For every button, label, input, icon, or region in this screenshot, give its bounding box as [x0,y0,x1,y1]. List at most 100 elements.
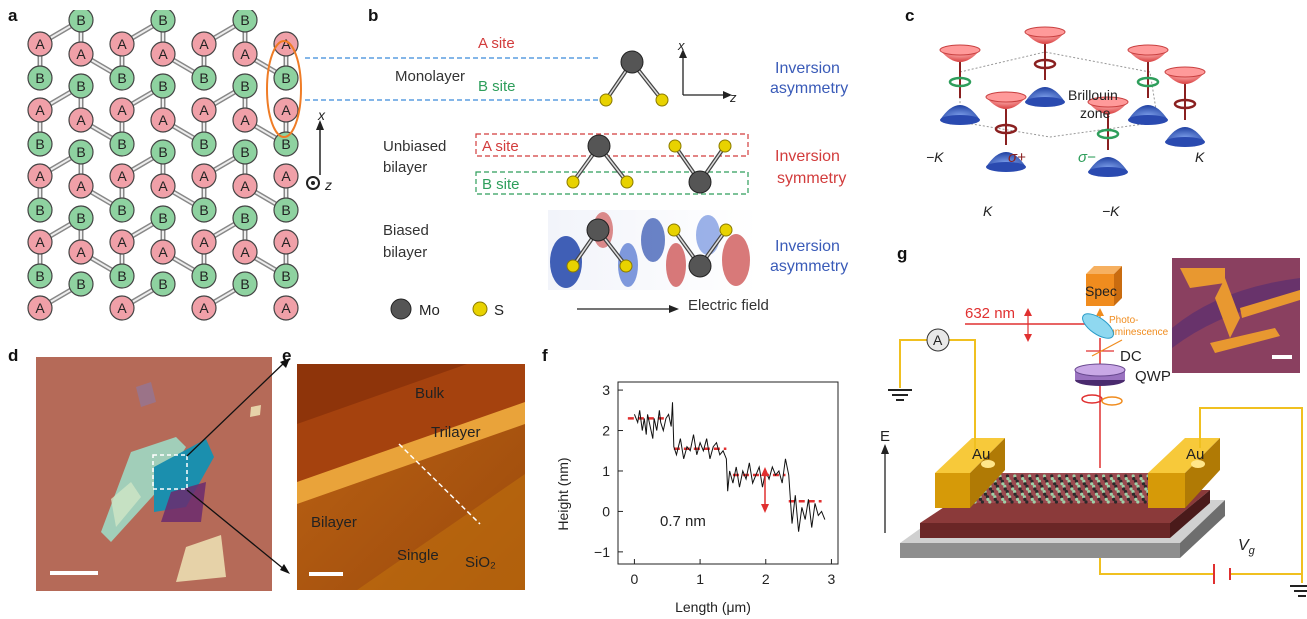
a-site-atom: A [191,295,217,321]
b-site-atom: B [273,131,299,157]
svg-text:A: A [281,168,291,184]
svg-text:B: B [199,202,208,218]
unit-cell-highlight [266,40,302,138]
axis-z-out-of-plane-icon [306,176,320,190]
svg-text:A: A [158,244,168,260]
b-site-atom: B [150,73,176,99]
y-tick-label: −1 [594,544,610,560]
inversion-asymmetry-1-line2: asymmetry [770,80,849,97]
svg-text:A: A [76,244,86,260]
svg-text:B: B [281,202,290,218]
single-label: Single [397,547,439,564]
a-site-atom: A [27,31,53,57]
x-axis-label: Length (μm) [675,599,751,615]
svg-text:A: A [240,178,250,194]
step-arrow [761,467,769,513]
s-legend-label: S [494,302,504,319]
au-electrode-left [935,438,1005,473]
panel-label-f: f [542,346,548,365]
svg-text:B: B [158,210,167,226]
svg-text:B: B [35,136,44,152]
svg-text:A: A [76,46,86,62]
inversion-symmetry-line2: symmetry [777,170,847,187]
a-site-atom: A [191,163,217,189]
k-right-label: K [1195,149,1205,165]
svg-text:A: A [240,112,250,128]
svg-text:B: B [281,136,290,152]
svg-text:B: B [240,210,249,226]
svg-text:A: A [281,300,291,316]
sigma-minus-label: σ− [1078,149,1096,166]
svg-text:A: A [117,300,127,316]
valley-cone [939,44,981,125]
svg-text:B: B [76,210,85,226]
a-site-atom: A [109,295,135,321]
vg-label: Vg [1238,537,1256,557]
a-site-atom: A [27,229,53,255]
b-site-atom: B [273,65,299,91]
svg-text:A: A [35,36,45,52]
a-site-atom: A [232,239,258,265]
brillouin-zone-diagram: Brillouin zone −K σ+ σ− K K −K [926,26,1206,219]
electric-field-arrow [577,305,679,313]
b-site-atom: B [109,131,135,157]
a-site-atom: A [68,239,94,265]
a-site-atom: A [273,229,299,255]
svg-text:A: A [158,112,168,128]
b-site-atom: B [27,197,53,223]
svg-text:B: B [117,268,126,284]
a-site-atom: A [273,31,299,57]
inversion-asymmetry-1-line1: Inversion [775,60,840,77]
b-site-atom: B [232,10,258,33]
b-site-label: B site [478,78,516,95]
spectrometer-box [1086,274,1114,306]
s-legend-icon [472,301,488,317]
b-site-atom: B [150,205,176,231]
a-site-atom: A [273,97,299,123]
panel-label-c: c [905,6,915,25]
bilayer-label: Bilayer [311,514,357,531]
svg-text:A: A [199,168,209,184]
mo-atom [620,50,644,74]
honeycomb-lattice: ABBAABBAABBAABABBAABBAABBAABABBAABBAABBA… [27,10,332,321]
y-tick-label: 3 [602,382,610,398]
svg-text:B: B [199,136,208,152]
afm-image: Bulk Trilayer Bilayer Single SiO₂ [297,364,525,590]
svg-text:A: A [281,36,291,52]
mo-legend-label: Mo [419,302,440,319]
monolayer-label: Monolayer [395,68,466,85]
b-site-atom: B [150,271,176,297]
x-tick-label: 0 [631,571,639,587]
svg-text:A: A [35,102,45,118]
svg-text:A: A [240,46,250,62]
panel-label-d: d [8,346,19,365]
ground-icon-left [888,389,912,401]
svg-text:A: A [240,244,250,260]
au-left-label: Au [972,446,990,463]
a-site-atom: A [191,31,217,57]
b-site-atom: B [191,65,217,91]
b-site-atom: B [109,197,135,223]
x-tick-label: 3 [828,571,836,587]
panel-label-b: b [368,6,379,25]
svg-text:A: A [158,178,168,194]
unbiased-bilayer-line2: bilayer [383,159,428,176]
b-site-atom: B [150,139,176,165]
panel-label-a: a [8,6,18,25]
svg-text:B: B [240,12,249,28]
au-right-label: Au [1186,446,1204,463]
trilayer-label: Trilayer [431,424,480,441]
x-tick-label: 1 [696,571,704,587]
b-site-atom: B [27,263,53,289]
svg-text:A: A [117,36,127,52]
qwp-plate [1074,363,1126,377]
inversion-asymmetry-2-line1: Inversion [775,238,840,255]
ground-icon-right [1290,585,1307,597]
unbiased-bilayer-structure: A site B site [475,133,749,195]
svg-text:B: B [158,12,167,28]
neg-k-bottom-label: −K [1102,203,1120,219]
svg-text:A: A [281,234,291,250]
b-site-atom: B [232,139,258,165]
unbiased-bilayer-line1: Unbiased [383,138,447,155]
height-profile-line [633,402,826,532]
